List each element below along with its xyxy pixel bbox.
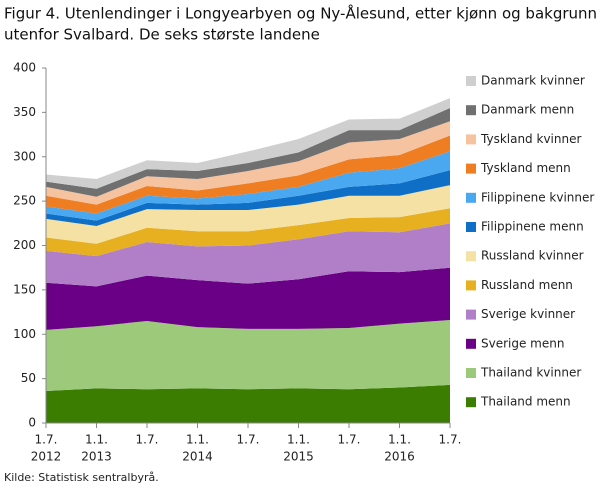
- legend-swatch: [466, 222, 476, 232]
- y-tick-label: 50: [21, 371, 36, 385]
- legend-label: Filippinene kvinner: [481, 190, 594, 204]
- x-tick-label: 1.7.: [35, 433, 58, 447]
- x-tick-label: 2015: [283, 450, 314, 464]
- legend-label: Tyskland kvinner: [480, 132, 581, 146]
- x-tick-label: 1.7.: [136, 433, 159, 447]
- x-tick-label: 1.1.: [388, 433, 411, 447]
- legend-swatch: [466, 134, 476, 145]
- source: Kilde: Statistisk sentralbyrå.: [4, 471, 159, 484]
- y-tick-label: 150: [13, 282, 36, 296]
- y-tick-label: 200: [13, 238, 36, 252]
- legend-label: Sverige menn: [481, 336, 564, 350]
- area: [46, 170, 450, 226]
- x-tick-label: 1.1.: [186, 433, 209, 447]
- x-tick-label: 1.1.: [85, 433, 108, 447]
- legend-swatch: [466, 192, 476, 203]
- legend-label: Russland kvinner: [481, 249, 584, 263]
- area: [46, 185, 450, 244]
- legend-swatch: [466, 76, 476, 86]
- legend-label: Thailand menn: [480, 395, 571, 409]
- legend-swatch: [466, 338, 476, 349]
- area: [46, 121, 450, 205]
- legend-label: Sverige kvinner: [481, 307, 575, 321]
- legend-swatch: [466, 163, 476, 174]
- y-tick-label: 300: [13, 149, 36, 163]
- legend-swatch: [466, 105, 476, 116]
- y-tick-label: 400: [13, 61, 36, 75]
- x-tick-label: 1.7.: [338, 433, 361, 447]
- chart-title: utenfor Svalbard. De seks største landen…: [4, 26, 320, 44]
- legend-label: Danmark kvinner: [481, 74, 585, 88]
- y-tick-label: 0: [28, 416, 36, 430]
- x-tick-label: 1.7.: [237, 433, 260, 447]
- legend-swatch: [466, 280, 476, 291]
- x-tick-label: 1.7.: [439, 433, 462, 447]
- area: [46, 98, 450, 189]
- x-tick-label: 2013: [81, 450, 112, 464]
- legend-swatch: [466, 251, 476, 262]
- area: [46, 320, 450, 392]
- area: [46, 223, 450, 287]
- y-tick-label: 100: [13, 327, 36, 341]
- x-tick-label: 2014: [182, 450, 213, 464]
- area: [46, 384, 450, 423]
- x-tick-label: 2016: [384, 450, 415, 464]
- legend-swatch: [466, 309, 476, 320]
- legend-label: Russland menn: [481, 278, 573, 292]
- legend-swatch: [466, 368, 476, 378]
- legend-swatch: [466, 397, 476, 408]
- x-tick-label: 2012: [31, 450, 62, 464]
- area: [46, 208, 450, 257]
- y-tick-label: 350: [13, 105, 36, 119]
- area: [46, 267, 450, 330]
- legend-label: Filippinene menn: [481, 220, 584, 234]
- legend-label: Thailand kvinner: [480, 366, 581, 380]
- legend-label: Tyskland menn: [480, 161, 571, 175]
- y-tick-label: 250: [13, 194, 36, 208]
- chart-title: Figur 4. Utenlendinger i Longyearbyen og…: [4, 4, 597, 23]
- legend-label: Danmark menn: [481, 103, 574, 117]
- area: [46, 151, 450, 221]
- x-tick-label: 1.1.: [287, 433, 310, 447]
- area: [46, 135, 450, 214]
